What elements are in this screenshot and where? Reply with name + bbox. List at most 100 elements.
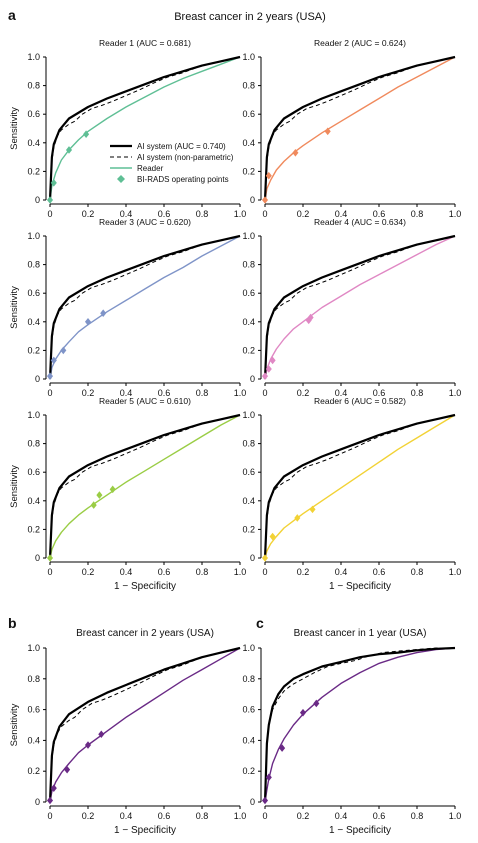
ai-nonparametric-curve <box>49 647 241 803</box>
panel-b-letter: b <box>8 615 17 631</box>
ai-curve <box>48 646 241 803</box>
panel-c-letter: c <box>256 615 264 631</box>
x-tick-label: 0 <box>47 209 52 219</box>
birads-point <box>65 146 73 154</box>
legend-ai-label: AI system (AUC = 0.740) <box>137 142 226 151</box>
x-tick-label: 0 <box>262 567 267 577</box>
reader-curve <box>49 414 241 559</box>
x-axis-label: 1 − Specificity <box>329 825 391 836</box>
chart-a3: Reader 3 (AUC = 0.620) 0 0.2 0.4 0.6 0.8 1.0 0 0… <box>9 217 246 398</box>
y-tick-label: 0.8 <box>27 260 40 270</box>
x-tick-label: 1.0 <box>449 209 462 219</box>
birads-point <box>309 505 316 514</box>
y-axis-label: Sensitivity <box>9 286 20 329</box>
y-tick-label: 0.6 <box>242 288 255 298</box>
y-tick-label: 0.2 <box>242 766 255 776</box>
legend-reader-label: Reader <box>137 164 164 173</box>
chart-a6: Reader 6 (AUC = 0.582) 0 0.2 0.4 0.6 0.8 1.0 0 0… <box>242 396 461 592</box>
y-tick-label: 0.6 <box>242 109 255 119</box>
ai-nonparametric-curve <box>264 647 455 803</box>
birads-point <box>100 309 107 318</box>
y-tick-label: 0 <box>35 195 40 205</box>
birads-point <box>299 708 307 717</box>
y-tick-label: 0.6 <box>242 705 255 715</box>
chart-title: Reader 4 (AUC = 0.634) <box>314 217 406 227</box>
y-tick-label: 0.4 <box>27 138 40 148</box>
chart-title: Breast cancer in 2 years (USA) <box>76 628 214 639</box>
reader-curve <box>264 56 456 201</box>
birads-point <box>292 149 299 157</box>
birads-point <box>324 127 331 136</box>
x-tick-label: 0.6 <box>158 388 171 398</box>
legend-birads-label: BI-RADS operating points <box>137 175 229 184</box>
y-tick-label: 0.4 <box>242 317 255 327</box>
y-tick-label: 0.4 <box>27 735 40 745</box>
x-tick-label: 0.8 <box>411 567 424 577</box>
birads-point <box>261 554 269 562</box>
reader-curve <box>264 647 456 803</box>
birads-point <box>46 796 54 805</box>
x-tick-label: 0.2 <box>297 811 310 821</box>
ai-nonparametric-curve <box>49 235 241 380</box>
y-tick-label: 1.0 <box>242 643 255 653</box>
reader-curve <box>49 235 241 380</box>
x-tick-label: 0 <box>262 388 267 398</box>
x-tick-label: 1.0 <box>234 811 247 821</box>
birads-point <box>84 741 92 749</box>
birads-point <box>261 196 269 204</box>
x-tick-label: 0 <box>262 811 267 821</box>
y-tick-label: 0.2 <box>27 766 40 776</box>
ai-curve <box>263 234 456 380</box>
y-tick-label: 0.6 <box>242 467 255 477</box>
y-tick-label: 0.4 <box>242 496 255 506</box>
y-tick-label: 0 <box>250 797 255 807</box>
y-tick-label: 0.8 <box>242 81 255 91</box>
birads-point <box>46 372 54 380</box>
x-tick-label: 0.2 <box>297 388 310 398</box>
y-tick-label: 0.4 <box>242 138 255 148</box>
ai-curve <box>48 234 241 380</box>
birads-point <box>84 318 92 326</box>
chart-title: Reader 2 (AUC = 0.624) <box>314 38 406 48</box>
y-tick-label: 0.2 <box>242 166 255 176</box>
y-axis-label: Sensitivity <box>9 703 20 746</box>
x-tick-label: 0.4 <box>335 209 348 219</box>
x-tick-label: 1.0 <box>234 567 247 577</box>
panel-a-letter: a <box>8 7 16 23</box>
ai-nonparametric-curve <box>264 56 456 201</box>
birads-point <box>307 313 314 322</box>
x-tick-label: 0.4 <box>120 811 133 821</box>
x-tick-label: 0.6 <box>373 567 386 577</box>
y-tick-label: 0 <box>250 553 255 563</box>
x-tick-label: 0.4 <box>335 811 348 821</box>
ai-curve <box>48 413 241 559</box>
y-tick-label: 0.4 <box>27 317 40 327</box>
birads-point <box>265 773 272 782</box>
chart-title: Reader 1 (AUC = 0.681) <box>99 38 191 48</box>
birads-point <box>109 485 116 494</box>
y-tick-label: 0 <box>35 553 40 563</box>
birads-point <box>269 356 276 365</box>
legend-birads-marker <box>117 175 125 183</box>
x-axis-label: 1 − Specificity <box>329 581 391 592</box>
x-tick-label: 0.2 <box>297 567 310 577</box>
y-tick-label: 0 <box>250 195 255 205</box>
x-tick-label: 1.0 <box>449 811 462 821</box>
x-tick-label: 0.4 <box>335 567 348 577</box>
chart-c: Breast cancer in 1 year (USA) 0 0.2 0.4 0.6 0… <box>242 628 461 836</box>
charts: Reader 1 (AUC = 0.681)00.20.40.60.81.00 0… <box>9 38 461 836</box>
birads-point <box>269 532 276 541</box>
y-tick-label: 0.8 <box>242 439 255 449</box>
legend-nonparametric-label: AI system (non-parametric) <box>137 153 234 162</box>
x-tick-label: 0.8 <box>196 388 209 398</box>
x-axis-label: 1 − Specificity <box>114 581 176 592</box>
y-tick-label: 0.6 <box>27 705 40 715</box>
reader-curve <box>49 56 241 201</box>
x-tick-label: 0.4 <box>120 388 133 398</box>
y-tick-label: 1.0 <box>27 410 40 420</box>
x-tick-label: 1.0 <box>449 388 462 398</box>
y-tick-label: 0.8 <box>242 674 255 684</box>
birads-point <box>265 365 272 373</box>
birads-point <box>313 699 320 708</box>
chart-a1: Reader 1 (AUC = 0.681) 0 0.2 0.4 0.6 0.8 1.0 0 0… <box>9 38 246 219</box>
